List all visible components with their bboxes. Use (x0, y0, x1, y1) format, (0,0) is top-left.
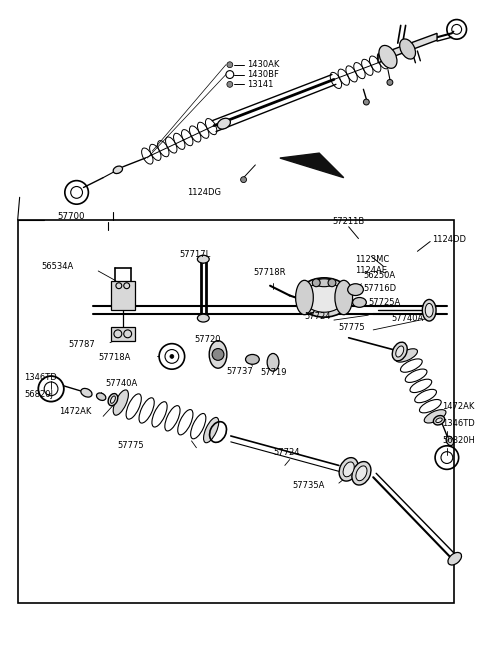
Circle shape (170, 354, 174, 358)
Polygon shape (280, 153, 344, 178)
Text: 57737: 57737 (226, 367, 252, 376)
Text: 1346TD: 1346TD (24, 373, 57, 382)
Ellipse shape (392, 342, 407, 361)
Text: 1472AK: 1472AK (59, 407, 91, 416)
Text: 57724: 57724 (273, 448, 300, 457)
Text: 57787: 57787 (69, 340, 96, 349)
Ellipse shape (110, 396, 115, 403)
Bar (111, 327, 134, 341)
Text: 13141: 13141 (248, 80, 274, 89)
Text: 57725A: 57725A (368, 298, 400, 307)
Ellipse shape (303, 283, 345, 312)
Ellipse shape (113, 166, 122, 173)
Bar (111, 281, 134, 310)
Text: 57700: 57700 (57, 212, 84, 221)
Ellipse shape (448, 552, 462, 565)
Circle shape (328, 279, 336, 287)
Ellipse shape (353, 297, 366, 308)
Circle shape (387, 79, 393, 86)
Text: 1124DD: 1124DD (432, 235, 466, 244)
Ellipse shape (400, 39, 416, 59)
Circle shape (312, 279, 320, 287)
Ellipse shape (81, 388, 92, 397)
Text: 1124AE: 1124AE (356, 267, 387, 275)
Bar (18, 220, 454, 603)
Ellipse shape (352, 461, 371, 485)
Ellipse shape (96, 393, 106, 400)
Text: 57716D: 57716D (363, 284, 396, 293)
Ellipse shape (379, 45, 397, 68)
Ellipse shape (424, 410, 446, 423)
Text: 57719: 57719 (260, 367, 287, 376)
Circle shape (227, 62, 233, 67)
Ellipse shape (204, 417, 219, 443)
Text: 1430AK: 1430AK (248, 60, 280, 69)
Text: 57718R: 57718R (253, 269, 286, 277)
Text: 57735A: 57735A (293, 480, 325, 489)
Ellipse shape (297, 278, 351, 317)
Ellipse shape (433, 415, 444, 425)
Ellipse shape (197, 255, 209, 263)
Text: 57211B: 57211B (332, 217, 364, 227)
Circle shape (363, 99, 369, 105)
Text: 57720: 57720 (194, 336, 221, 344)
Ellipse shape (339, 458, 358, 481)
Ellipse shape (296, 280, 313, 315)
Ellipse shape (246, 354, 259, 364)
Text: 57718A: 57718A (98, 353, 131, 362)
Text: 1430BF: 1430BF (248, 70, 279, 79)
Ellipse shape (396, 349, 418, 362)
Text: 57717L: 57717L (180, 250, 211, 259)
Text: 56820J: 56820J (24, 390, 54, 399)
Circle shape (212, 349, 224, 360)
Ellipse shape (108, 393, 118, 406)
Circle shape (240, 177, 247, 182)
Ellipse shape (356, 466, 367, 481)
Text: 1124DG: 1124DG (187, 188, 221, 197)
Text: 1346TD: 1346TD (442, 419, 475, 428)
Circle shape (227, 81, 233, 88)
Text: 56250A: 56250A (363, 271, 396, 280)
Ellipse shape (304, 307, 314, 313)
Polygon shape (378, 33, 437, 63)
Text: 57775: 57775 (339, 323, 365, 332)
Text: 56534A: 56534A (41, 262, 73, 271)
Ellipse shape (348, 284, 363, 295)
Text: 57740A: 57740A (391, 313, 423, 323)
Text: 57775: 57775 (118, 441, 144, 450)
Ellipse shape (446, 436, 454, 446)
Ellipse shape (436, 418, 442, 422)
Text: 57724: 57724 (304, 312, 331, 321)
Text: 56820H: 56820H (442, 436, 475, 445)
Text: 1123MC: 1123MC (356, 254, 390, 263)
Ellipse shape (209, 341, 227, 368)
Ellipse shape (425, 303, 433, 317)
Ellipse shape (422, 299, 436, 321)
Ellipse shape (113, 390, 129, 415)
Ellipse shape (217, 118, 230, 129)
Ellipse shape (314, 279, 334, 287)
Ellipse shape (335, 280, 353, 315)
Text: 1472AK: 1472AK (442, 402, 474, 411)
Ellipse shape (396, 346, 404, 357)
Text: 57740A: 57740A (105, 380, 137, 388)
Ellipse shape (267, 354, 279, 371)
Ellipse shape (197, 314, 209, 322)
Ellipse shape (343, 462, 354, 477)
